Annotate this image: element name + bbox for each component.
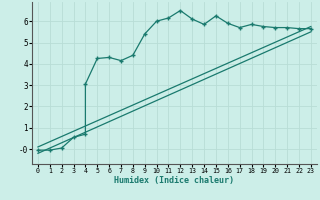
X-axis label: Humidex (Indice chaleur): Humidex (Indice chaleur) (115, 176, 234, 185)
